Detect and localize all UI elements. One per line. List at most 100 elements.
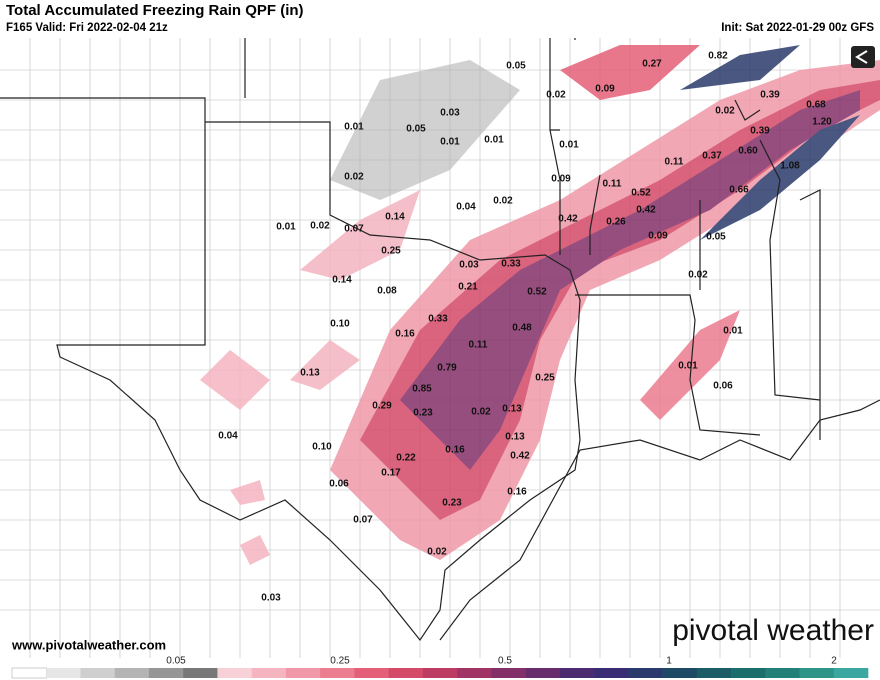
colorbar-swatch (251, 668, 287, 678)
colorbar-swatch (594, 668, 629, 678)
value-label: 0.05 (506, 61, 526, 72)
value-label: 0.85 (412, 384, 432, 395)
value-label: 0.33 (501, 259, 521, 270)
value-label: 0.37 (702, 151, 722, 162)
map: 0.05 0.27 0.82 0.02 0.09 0.39 0.68 0.02 1.20 0.03… (0, 38, 880, 658)
value-label: 0.52 (527, 287, 547, 298)
value-label: 0.03 (261, 593, 281, 604)
value-label: 0.33 (428, 314, 448, 325)
value-label: 0.23 (413, 408, 433, 419)
value-label: 0.02 (688, 270, 708, 281)
value-label: 0.05 (406, 124, 426, 135)
value-label: 0.39 (750, 126, 770, 137)
value-label: 1.08 (780, 161, 800, 172)
value-label: 0.11 (469, 340, 488, 351)
colorbar-swatch (320, 668, 355, 678)
value-label: 0.14 (332, 275, 352, 286)
value-label: 0.03 (459, 260, 479, 271)
colorbar-label: 0.25 (330, 656, 350, 667)
colorbar-label: 1 (666, 656, 672, 667)
value-label: 0.10 (312, 442, 332, 453)
value-labels: 0.05 0.27 0.82 0.02 0.09 0.39 0.68 0.02 1.20 0.03… (218, 51, 832, 604)
value-label: 0.07 (353, 515, 373, 526)
value-label: 0.06 (713, 381, 733, 392)
value-label: 0.13 (300, 368, 320, 379)
init-time: Init: Sat 2022-01-29 00z GFS (721, 22, 874, 34)
value-label: 0.66 (729, 185, 749, 196)
value-label: 0.29 (372, 401, 392, 412)
colorbar-swatch (696, 668, 732, 678)
value-label: 0.05 (706, 232, 726, 243)
value-label: 0.10 (330, 319, 350, 330)
colorbar-swatch (388, 668, 424, 678)
value-label: 1.20 (812, 117, 832, 128)
value-label: 0.02 (546, 90, 566, 101)
value-label: 0.16 (395, 329, 415, 340)
value-label: 0.02 (427, 547, 447, 558)
value-label: 0.01 (344, 122, 364, 133)
value-label: 0.11 (665, 157, 684, 168)
value-label: 0.02 (493, 196, 513, 207)
colorbar-swatch (114, 668, 150, 678)
value-label: 0.22 (396, 453, 416, 464)
value-label: 0.25 (381, 246, 401, 257)
value-label: 0.02 (715, 106, 735, 117)
value-label: 0.09 (551, 174, 571, 185)
colorbar-swatch (11, 667, 48, 679)
colorbar: 0.05 0.25 0.5 1 2 (11, 656, 869, 679)
share-icon[interactable] (855, 50, 868, 64)
value-label: 0.07 (344, 224, 364, 235)
logo: pivotal weather (672, 614, 874, 647)
website[interactable]: www.pivotalweather.com (11, 637, 166, 652)
value-label: 0.79 (437, 363, 457, 374)
colorbar-swatch (183, 668, 218, 678)
value-label: 0.13 (502, 404, 522, 415)
value-label: 0.21 (458, 282, 478, 293)
colorbar-swatch (833, 668, 869, 678)
value-label: 0.42 (510, 451, 530, 462)
colorbar-label: 0.05 (166, 656, 186, 667)
colorbar-swatch (80, 668, 116, 678)
precip-shading (200, 45, 880, 565)
value-label: 0.82 (708, 51, 728, 62)
value-label: 0.08 (377, 286, 397, 297)
colorbar-swatch (765, 668, 800, 678)
colorbar-swatch (148, 668, 184, 678)
colorbar-swatch (354, 668, 389, 678)
colorbar-swatch (559, 668, 595, 678)
colorbar-swatch (628, 668, 663, 678)
share-button[interactable] (851, 46, 875, 68)
value-label: 0.01 (440, 137, 460, 148)
value-label: 0.42 (636, 205, 656, 216)
value-label: 0.52 (631, 188, 651, 199)
value-label: 0.01 (559, 140, 579, 151)
colorbar-swatch (491, 668, 526, 678)
colorbar-label: 2 (831, 656, 837, 667)
value-label: 0.42 (558, 214, 578, 225)
colorbar-swatch (285, 668, 321, 678)
value-label: 0.03 (440, 108, 460, 119)
title: Total Accumulated Freezing Rain QPF (in) (6, 2, 304, 19)
valid-time: F165 Valid: Fri 2022-02-04 21z (6, 22, 168, 34)
value-label: 0.02 (310, 221, 330, 232)
value-label: 0.68 (806, 100, 826, 111)
colorbar-swatch (662, 668, 698, 678)
colorbar-swatch (731, 668, 766, 678)
value-label: 0.09 (595, 84, 615, 95)
value-label: 0.25 (535, 373, 555, 384)
value-label: 0.48 (512, 323, 532, 334)
state-borders (0, 38, 880, 642)
value-label: 0.11 (603, 179, 622, 190)
value-label: 0.17 (381, 468, 401, 479)
share-bg[interactable] (851, 46, 875, 68)
value-label: 0.06 (329, 479, 349, 490)
value-label: 0.04 (218, 431, 238, 442)
value-label: 0.04 (456, 202, 476, 213)
colorbar-swatch (46, 668, 81, 678)
value-label: 0.39 (760, 90, 780, 101)
value-label: 0.01 (276, 222, 296, 233)
value-label: 0.02 (471, 407, 491, 418)
colorbar-swatch (217, 668, 252, 678)
value-label: 0.01 (723, 326, 743, 337)
